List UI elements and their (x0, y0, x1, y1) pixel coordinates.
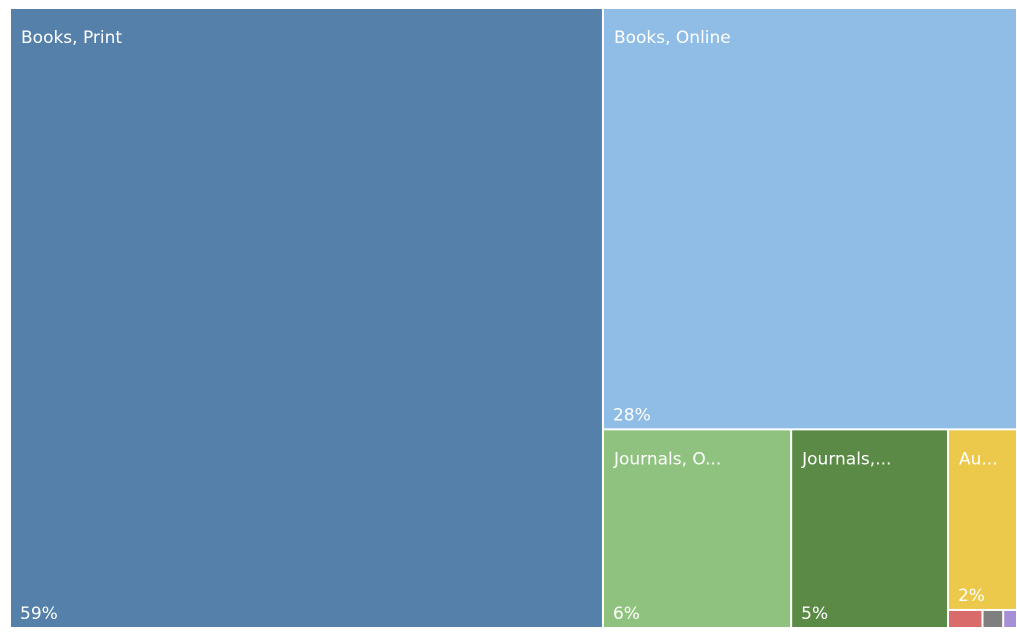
treemap-tile (11, 9, 602, 627)
tile-label: Au... (959, 449, 998, 469)
tile-value-label: 28% (613, 405, 651, 425)
tile-label: Books, Online (614, 28, 731, 48)
treemap-tile (983, 610, 1003, 627)
tile-value-label: 59% (20, 604, 58, 624)
tile-label: Books, Print (21, 28, 122, 48)
tile-value-label: 2% (958, 586, 985, 606)
tile-value-label: 6% (613, 604, 640, 624)
treemap-tile (603, 430, 791, 627)
treemap-tile (603, 9, 1016, 429)
tile-value-label: 5% (801, 604, 828, 624)
treemap-tile (948, 610, 982, 627)
treemap-tile (792, 430, 947, 627)
treemap-tile (948, 430, 1016, 609)
tile-label: Journals,... (801, 449, 891, 469)
treemap-tile (1004, 610, 1016, 627)
tile-label: Journals, O... (613, 449, 721, 469)
